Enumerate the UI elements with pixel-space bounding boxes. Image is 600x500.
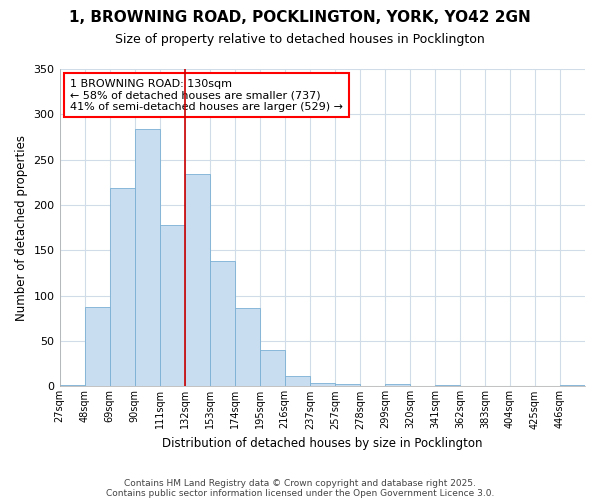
Bar	[260, 350, 285, 387]
Bar	[59, 384, 85, 386]
Bar	[185, 174, 209, 386]
Text: Contains public sector information licensed under the Open Government Licence 3.: Contains public sector information licen…	[106, 488, 494, 498]
X-axis label: Distribution of detached houses by size in Pocklington: Distribution of detached houses by size …	[162, 437, 482, 450]
Bar	[335, 384, 360, 386]
Bar	[385, 384, 410, 386]
Text: 1, BROWNING ROAD, POCKLINGTON, YORK, YO42 2GN: 1, BROWNING ROAD, POCKLINGTON, YORK, YO4…	[69, 10, 531, 25]
Bar	[285, 376, 310, 386]
Text: Contains HM Land Registry data © Crown copyright and database right 2025.: Contains HM Land Registry data © Crown c…	[124, 478, 476, 488]
Bar	[110, 188, 134, 386]
Bar	[235, 308, 260, 386]
Bar	[160, 225, 185, 386]
Bar	[85, 308, 110, 386]
Y-axis label: Number of detached properties: Number of detached properties	[15, 134, 28, 320]
Bar	[209, 261, 235, 386]
Text: 1 BROWNING ROAD: 130sqm
← 58% of detached houses are smaller (737)
41% of semi-d: 1 BROWNING ROAD: 130sqm ← 58% of detache…	[70, 78, 343, 112]
Text: Size of property relative to detached houses in Pocklington: Size of property relative to detached ho…	[115, 32, 485, 46]
Bar	[134, 129, 160, 386]
Bar	[310, 383, 335, 386]
